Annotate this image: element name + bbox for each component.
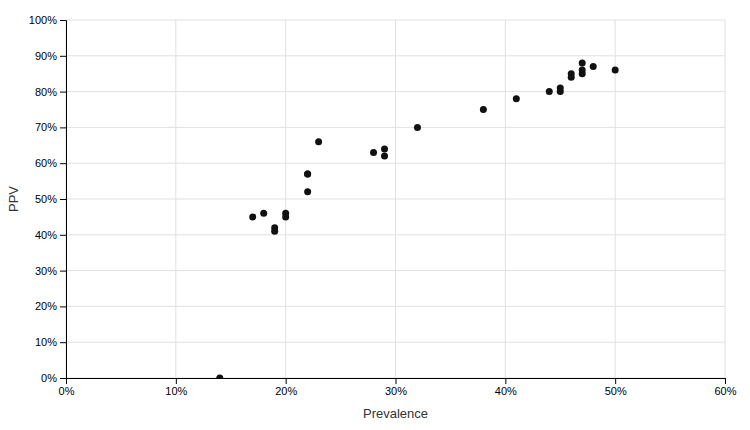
tick-label: 30%: [35, 265, 57, 277]
tick-mark: [60, 378, 66, 379]
grid-line-y: [66, 270, 725, 271]
axis-line: [60, 21, 67, 379]
grid-line-y: [66, 234, 725, 235]
tick-label: 70%: [35, 121, 57, 133]
chart: 0% 10% 20% 30% 40% 50% 60% 0% 10% 20% 30% 40% 50% 60%…: [0, 0, 750, 430]
tick: 50%: [605, 378, 627, 397]
y-axis: 0% 10% 20% 30% 40% 50% 60% 70% 80% 90% 100%: [29, 14, 67, 384]
tick-label: 60%: [714, 385, 736, 397]
point: [249, 213, 256, 220]
tick: 40%: [35, 229, 66, 241]
tick-label: 0%: [59, 385, 75, 397]
point: [315, 138, 322, 145]
point: [546, 88, 553, 95]
tick: 60%: [35, 157, 66, 169]
tick-label: 50%: [605, 385, 627, 397]
tick: 30%: [35, 265, 66, 277]
point: [513, 95, 520, 102]
tick: 10%: [35, 336, 66, 348]
tick: 80%: [35, 86, 66, 98]
tick-mark: [176, 378, 177, 384]
tick-mark: [396, 378, 397, 384]
tick: 100%: [29, 14, 66, 26]
point: [304, 170, 311, 177]
tick-mark: [60, 56, 66, 57]
points: [216, 59, 618, 378]
tick-mark: [725, 378, 726, 384]
grid-line-y: [66, 342, 725, 343]
tick-label: 0%: [41, 372, 57, 384]
point: [557, 85, 564, 92]
tick-mark: [60, 235, 66, 236]
grid-line-y: [66, 20, 725, 21]
point: [414, 124, 421, 131]
point: [480, 106, 487, 113]
point: [612, 67, 619, 74]
tick-mark: [505, 378, 506, 384]
grid-line-y: [66, 163, 725, 164]
point: [381, 153, 388, 160]
tick-mark: [60, 199, 66, 200]
point: [579, 59, 586, 66]
grid-line-y: [66, 306, 725, 307]
plot: 0% 10% 20% 30% 40% 50% 60% 0% 10% 20% 30% 40% 50% 60%…: [29, 14, 737, 397]
tick-label: 30%: [385, 385, 407, 397]
tick-label: 40%: [495, 385, 517, 397]
point: [568, 70, 575, 77]
tick-label: 60%: [35, 157, 57, 169]
x-axis: 0% 10% 20% 30% 40% 50% 60%: [59, 378, 737, 397]
tick-mark: [60, 271, 66, 272]
tick-mark: [60, 306, 66, 307]
tick: 20%: [35, 300, 66, 312]
tick-mark: [615, 378, 616, 384]
tick-mark: [60, 127, 66, 128]
tick: 50%: [35, 193, 66, 205]
tick-label: 20%: [275, 385, 297, 397]
point: [304, 170, 311, 177]
point: [579, 67, 586, 74]
point: [304, 188, 311, 195]
point: [271, 224, 278, 231]
tick: 90%: [35, 50, 66, 62]
point: [381, 145, 388, 152]
grid-line-y: [66, 199, 725, 200]
point: [216, 375, 223, 379]
tick-mark: [60, 342, 66, 343]
grid: [66, 20, 725, 378]
tick-mark: [60, 20, 66, 21]
point: [282, 210, 289, 217]
point: [590, 63, 597, 70]
tick-label: 100%: [29, 14, 57, 26]
grid-line-y: [66, 91, 725, 92]
point: [260, 210, 267, 217]
y-axis-title: PPV: [6, 186, 21, 212]
tick: 10%: [165, 378, 187, 397]
tick-mark: [60, 92, 66, 93]
tick-label: 10%: [165, 385, 187, 397]
grid-line-y: [66, 55, 725, 56]
tick: 20%: [275, 378, 297, 397]
tick-label: 90%: [35, 50, 57, 62]
tick: 0%: [41, 372, 66, 384]
point: [370, 149, 377, 156]
tick: 70%: [35, 121, 66, 133]
tick: 40%: [495, 378, 517, 397]
tick-mark: [286, 378, 287, 384]
tick-label: 50%: [35, 193, 57, 205]
tick-label: 80%: [35, 86, 57, 98]
grid-line-y: [66, 127, 725, 128]
x-axis-title: Prevalence: [363, 406, 428, 421]
tick: 30%: [385, 378, 407, 397]
tick-label: 10%: [35, 336, 57, 348]
tick-label: 20%: [35, 300, 57, 312]
tick: 0%: [59, 378, 75, 397]
axis-line: [67, 379, 726, 385]
tick-label: 40%: [35, 229, 57, 241]
tick-mark: [60, 163, 66, 164]
tick: 60%: [714, 378, 736, 397]
